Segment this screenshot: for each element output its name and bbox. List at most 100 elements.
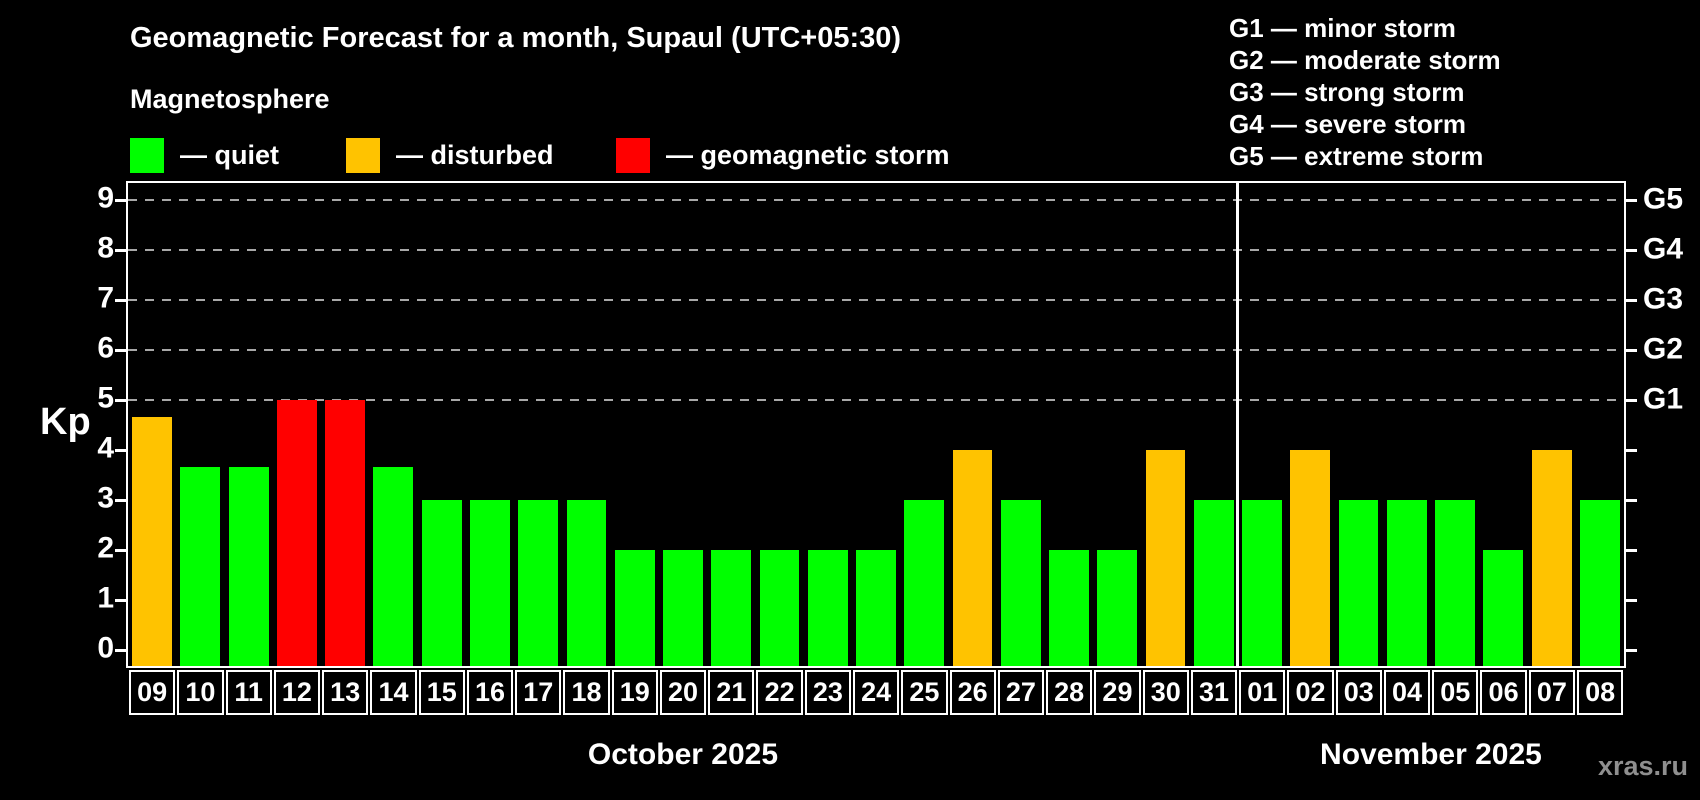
kp-bar-day-29 xyxy=(1097,550,1138,666)
day-label-05: 05 xyxy=(1432,670,1479,715)
y-tick-right-6 xyxy=(1626,348,1637,352)
g-scale-label-g5: G5 xyxy=(1643,182,1684,216)
kp-bar-day-06 xyxy=(1483,550,1524,666)
day-label-01: 01 xyxy=(1239,670,1286,715)
kp-bar-day-13 xyxy=(325,400,366,666)
kp-bar-day-15 xyxy=(421,500,462,666)
plot-area xyxy=(126,181,1626,668)
chart-title: Geomagnetic Forecast for a month, Supaul… xyxy=(130,22,902,54)
day-label-15: 15 xyxy=(418,670,465,715)
day-label-28: 28 xyxy=(1046,670,1093,715)
day-label-03: 03 xyxy=(1335,670,1382,715)
g-scale-label-g1: G1 xyxy=(1643,382,1684,416)
kp-bar-day-19 xyxy=(614,550,655,666)
y-tick-right-3 xyxy=(1626,498,1637,502)
day-label-27: 27 xyxy=(997,670,1045,715)
gridline-kp-9 xyxy=(128,199,1624,201)
y-tick-right-0 xyxy=(1626,648,1637,652)
y-tick-right-9 xyxy=(1626,198,1637,202)
storm-scale-g4: G4 — severe storm xyxy=(1229,109,1467,139)
chart-subtitle: Magnetosphere xyxy=(130,84,330,114)
day-label-11: 11 xyxy=(225,670,272,715)
y-tick-right-1 xyxy=(1626,598,1637,602)
y-tick-right-8 xyxy=(1626,248,1637,252)
day-label-31: 31 xyxy=(1190,670,1238,715)
day-label-22: 22 xyxy=(756,670,803,715)
y-tick-right-5 xyxy=(1626,398,1637,402)
y-tick-label-0: 0 xyxy=(97,631,114,665)
y-tick-left-1 xyxy=(115,598,126,602)
y-tick-label-6: 6 xyxy=(97,331,114,365)
day-label-20: 20 xyxy=(659,670,707,715)
day-label-10: 10 xyxy=(177,670,224,715)
day-label-12: 12 xyxy=(273,670,321,715)
kp-bar-day-23 xyxy=(807,550,848,666)
kp-bar-day-04 xyxy=(1386,500,1427,666)
day-label-18: 18 xyxy=(563,670,610,715)
kp-bar-day-27 xyxy=(1000,500,1041,666)
kp-bar-day-26 xyxy=(952,450,993,666)
storm-scale-g5: G5 — extreme storm xyxy=(1229,141,1484,171)
y-tick-label-7: 7 xyxy=(97,281,114,315)
kp-bar-day-14 xyxy=(373,466,414,666)
legend-label-disturbed: — disturbed xyxy=(396,139,554,170)
day-label-25: 25 xyxy=(901,670,948,715)
watermark: xras.ru xyxy=(1597,751,1688,781)
kp-bar-day-16 xyxy=(470,500,510,666)
gridline-kp-6 xyxy=(128,349,1624,351)
day-label-21: 21 xyxy=(708,670,755,715)
g-scale-label-g4: G4 xyxy=(1643,232,1684,266)
y-tick-left-0 xyxy=(115,648,126,652)
day-label-16: 16 xyxy=(466,670,514,715)
day-label-24: 24 xyxy=(852,670,900,715)
kp-bar-day-21 xyxy=(711,550,752,666)
y-tick-label-2: 2 xyxy=(97,531,114,565)
y-tick-left-4 xyxy=(115,448,126,452)
kp-bar-day-03 xyxy=(1338,500,1379,666)
y-tick-right-7 xyxy=(1626,298,1637,302)
storm-color-swatch xyxy=(616,137,650,173)
quiet-color-swatch xyxy=(130,137,164,173)
storm-scale-g2: G2 — moderate storm xyxy=(1229,45,1501,75)
kp-bar-day-31 xyxy=(1193,500,1234,666)
gridline-kp-8 xyxy=(128,249,1624,251)
legend-item-quiet: — quiet xyxy=(130,137,279,173)
kp-bar-day-07 xyxy=(1531,450,1572,666)
y-tick-left-6 xyxy=(115,348,126,352)
month-label-0: October 2025 xyxy=(587,738,778,771)
day-label-29: 29 xyxy=(1094,670,1141,715)
day-label-19: 19 xyxy=(611,670,658,715)
y-tick-left-9 xyxy=(115,198,126,202)
disturbed-color-swatch xyxy=(346,137,380,173)
legend-item-disturbed: — disturbed xyxy=(346,137,554,173)
y-tick-label-8: 8 xyxy=(97,231,114,265)
kp-bar-day-12 xyxy=(276,400,317,666)
kp-bar-day-30 xyxy=(1145,450,1186,666)
kp-bar-day-25 xyxy=(904,500,945,666)
day-label-30: 30 xyxy=(1142,670,1189,715)
y-tick-left-8 xyxy=(115,248,126,252)
legend-label-storm: — geomagnetic storm xyxy=(666,139,950,170)
kp-bar-day-18 xyxy=(566,500,607,666)
gridline-kp-7 xyxy=(128,299,1624,301)
kp-bar-day-05 xyxy=(1435,500,1475,666)
kp-bar-day-11 xyxy=(228,466,269,666)
y-tick-left-2 xyxy=(115,548,126,552)
y-axis-title: Kp xyxy=(40,401,91,443)
y-tick-label-1: 1 xyxy=(97,581,114,615)
day-label-09: 09 xyxy=(129,670,176,715)
kp-bar-day-02 xyxy=(1290,450,1331,666)
day-label-08: 08 xyxy=(1576,670,1624,715)
y-tick-label-3: 3 xyxy=(97,481,114,515)
x-axis-day-labels: 09 10 11 12 13 14 15 16 17 18 19 20 21 22 23 24 25 26 27 28… xyxy=(128,670,1624,715)
y-tick-label-9: 9 xyxy=(97,181,114,215)
kp-bar-day-28 xyxy=(1049,550,1089,666)
storm-scale-legend: G1 — minor storm G2 — moderate storm G3 … xyxy=(1229,12,1501,172)
y-tick-right-2 xyxy=(1626,548,1637,552)
month-label-1: November 2025 xyxy=(1320,738,1542,771)
y-tick-left-3 xyxy=(115,498,126,502)
day-label-06: 06 xyxy=(1480,670,1527,715)
legend-label-quiet: — quiet xyxy=(180,139,279,170)
day-label-23: 23 xyxy=(804,670,851,715)
